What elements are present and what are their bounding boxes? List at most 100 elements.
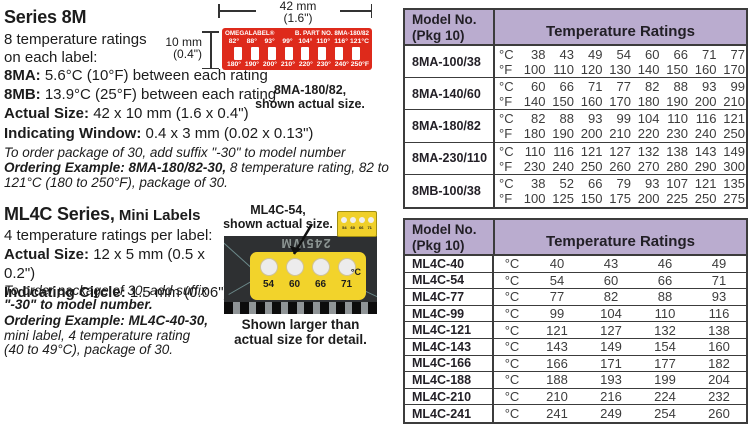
height-dim-tick-bottom	[202, 67, 219, 69]
temp-value: 240	[694, 126, 717, 142]
table-row: 8MA-230/110 °C 110 116 121 127 132 138 143 149 °F 2…	[405, 142, 746, 175]
small-label-dot	[367, 217, 374, 223]
table-8m-body: 8MA-100/38 °C 38 43 49 54 60 66 71 77 °F 100 110 120 1…	[405, 46, 746, 207]
unit-label: °C	[499, 143, 514, 159]
ml4c-photo-note-line1: Shown larger than	[241, 317, 360, 332]
spec-actual-size: Actual Size: 42 x 10 mm (1.6 x 0.4")	[4, 104, 334, 123]
unit-label: °C	[504, 306, 520, 322]
ratings-cell: °C 82 88 93 99 104 110 116 121 °F 180 190 200 210 220 2…	[495, 110, 746, 141]
label-temp-bottom: 250°F	[350, 61, 369, 68]
temp-value: 93	[711, 289, 727, 305]
temp-value: 135	[723, 175, 745, 191]
model-cell: ML4C-241	[405, 405, 494, 422]
table-row: ML4C-143 °C 143 149 154 160	[405, 338, 746, 356]
series-8m-title: Series 8M	[4, 7, 87, 27]
omegalabel-8ma-graphic: OMEGALABEL® B. PART NO. 8MA-180/82 82° 88…	[222, 28, 372, 70]
table-row: 8MA-140/60 °C 60 66 71 77 82 88 93 99 °F 140 150 160 1…	[405, 78, 746, 111]
table-8m-header-model: Model No. (Pkg 10)	[405, 10, 495, 44]
temp-value: 71	[588, 79, 603, 95]
temp-value: 120	[580, 62, 603, 77]
temp-value: 249	[600, 406, 622, 422]
temp-value: 280	[666, 158, 688, 174]
temp-value: 170	[609, 94, 631, 110]
model-cell: 8MB-100/38	[405, 174, 495, 207]
temp-value: 170	[723, 62, 745, 77]
temp-value: 149	[600, 339, 622, 355]
ratings-cell: °C 110 116 121 127 132 138 143 149 °F 230 240 250 260…	[495, 143, 746, 174]
pointer-arrow	[289, 223, 314, 255]
ml4c-photo: 245WM 54 60 66 71 °C	[224, 236, 377, 314]
temp-value: 66	[673, 47, 688, 62]
temp-value: 250	[580, 158, 603, 174]
temp-value: 240	[552, 158, 574, 174]
indicating-circle	[285, 258, 304, 276]
ml4c-temp-value: 54	[262, 279, 275, 290]
temp-value: 216	[600, 389, 622, 405]
table-ml4c-body: ML4C-40 °C 40 43 46 49 ML4C-54 °C 54 60 66 71 ML4C-7…	[405, 256, 746, 422]
label-caption-note: shown actual size.	[255, 96, 365, 111]
temp-value: 210	[546, 389, 568, 405]
temp-value: 82	[531, 111, 546, 127]
small-label-dots	[338, 217, 376, 223]
ratings-line: °C 99 104 110 116	[494, 306, 746, 322]
ml4c-indicating-circle-label: Indicating Circle:	[4, 284, 126, 302]
ratings-line: °F 230 240 250 260 270 280 290 300	[499, 159, 746, 174]
table-row: ML4C-188 °C 188 193 199 204	[405, 372, 746, 389]
temp-value: 290	[694, 158, 717, 174]
temp-value: 150	[666, 62, 688, 77]
temp-value: 60	[603, 272, 619, 288]
ratings-line: °F 180 190 200 210 220 230 240 250	[499, 126, 746, 141]
label-temp-bottom: 180°	[226, 61, 242, 68]
indicating-window	[250, 47, 259, 60]
ordering-example-text: 8 temperature rating, 82 to 121°C (180 t…	[4, 160, 389, 190]
temp-value: 149	[723, 143, 745, 159]
temp-value: 60	[531, 79, 546, 95]
height-dim-line	[210, 31, 212, 69]
temp-value: 121	[546, 322, 568, 338]
temp-value: 99	[616, 111, 631, 127]
height-dim-inch: (0.4")	[173, 46, 202, 61]
model-cell: 8MA-180/82	[405, 110, 495, 142]
temp-value: 200	[694, 94, 717, 110]
temp-value: 104	[600, 306, 622, 322]
model-cell: ML4C-121	[405, 322, 494, 338]
temp-value: 54	[549, 272, 565, 288]
temp-value: 116	[553, 143, 574, 159]
model-cell: ML4C-166	[405, 355, 494, 372]
table-ml4c: Model No. (Pkg 10) Temperature Ratings M…	[403, 218, 748, 424]
omegalabel-header: OMEGALABEL® B. PART NO. 8MA-180/82	[225, 30, 369, 37]
label-temp-bottom: 240°	[334, 61, 349, 68]
label-temp-top: 82°	[228, 38, 240, 45]
unit-label: °C	[499, 47, 514, 62]
temp-value: 88	[559, 111, 574, 127]
temp-value: 104	[637, 111, 660, 127]
temp-value: 225	[666, 190, 688, 206]
ratings-line: °C 38 43 49 54 60 66 71 77	[499, 47, 746, 62]
header-model-line2: (Pkg 10)	[412, 27, 465, 43]
temp-value: 166	[546, 355, 568, 371]
label-temp-top: 110°	[316, 38, 331, 45]
model-cell: 8MA-100/38	[405, 46, 495, 78]
temp-value: 116	[708, 306, 730, 322]
ml4c-indicating-circles: 54 60 66 71	[258, 258, 357, 290]
temp-value: 132	[654, 322, 676, 338]
unit-label: °F	[499, 62, 513, 77]
table-8m-header-ratings: Temperature Ratings	[546, 23, 695, 40]
temp-value: 260	[708, 406, 730, 422]
temp-value: 180	[637, 94, 660, 110]
temp-value: 143	[694, 143, 717, 159]
unit-label: °C	[504, 389, 520, 405]
small-label-num: 54	[342, 225, 347, 230]
temp-value: 210	[609, 126, 631, 142]
spec-8mb: 8MB: 13.9°C (25°F) between each rating	[4, 85, 334, 104]
temp-value: 110	[654, 306, 676, 322]
temp-value: 43	[603, 256, 619, 272]
temp-value: 100	[523, 62, 546, 77]
temp-value: 52	[559, 175, 574, 191]
table-row: ML4C-166 °C 166 171 177 182	[405, 355, 746, 373]
temp-value: 121	[580, 143, 603, 159]
ratings-line: °C 82 88 93 99 104 110 116 121	[499, 111, 746, 126]
ml4c-example-model: Ordering Example: ML4C-40-30,	[4, 313, 209, 328]
temp-value: 79	[616, 175, 631, 191]
unit-label: °C	[504, 256, 520, 272]
